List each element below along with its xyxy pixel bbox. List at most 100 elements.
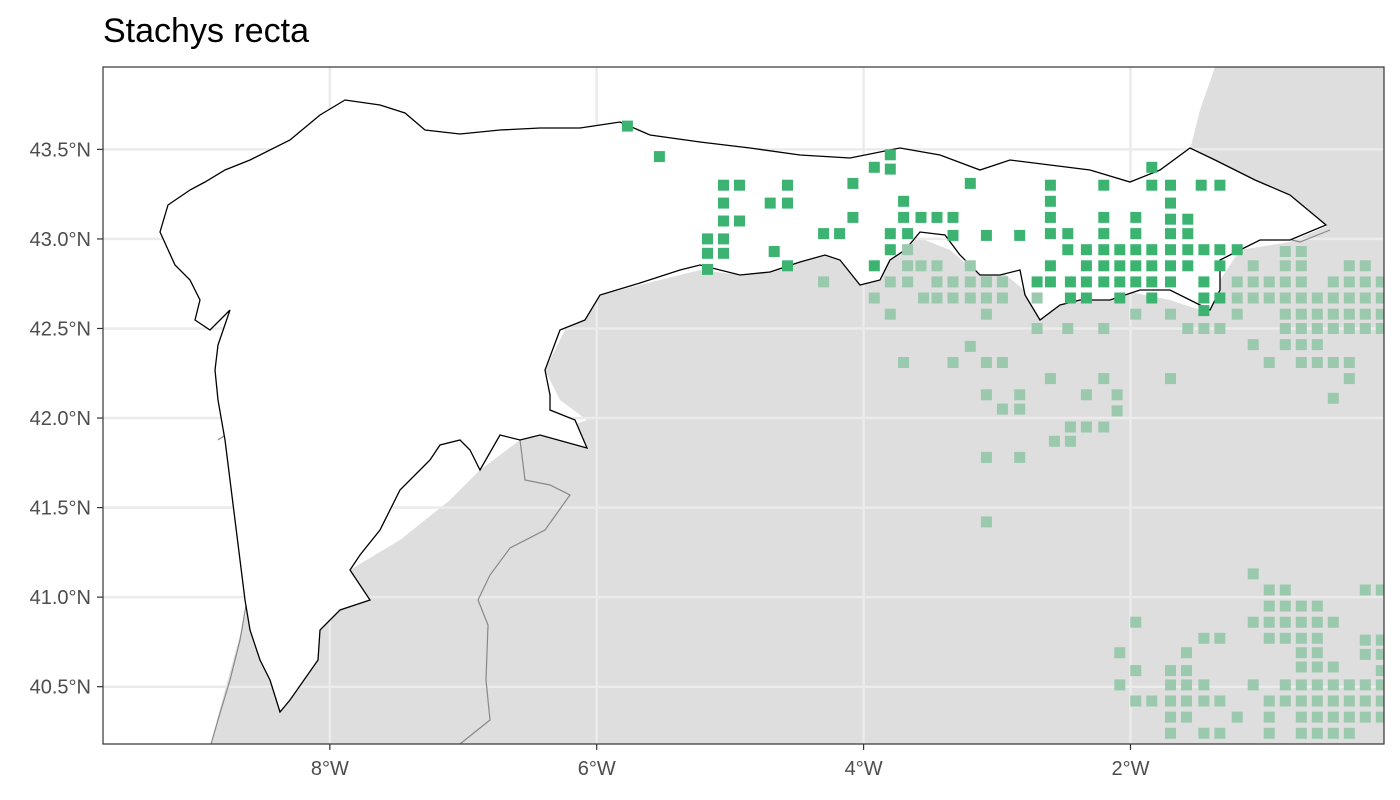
y-tick-label: 40.5°N <box>30 677 91 699</box>
occurrence-point-outside <box>931 260 943 272</box>
occurrence-point-inside <box>884 228 896 240</box>
occurrence-point-outside <box>1165 373 1176 385</box>
occurrence-point-inside <box>1098 276 1110 288</box>
occurrence-point-outside <box>996 292 1008 304</box>
occurrence-point-outside <box>1181 711 1192 723</box>
occurrence-point-inside <box>1114 260 1126 272</box>
occurrence-point-inside <box>834 228 846 240</box>
occurrence-point-inside <box>1214 244 1226 256</box>
occurrence-point-outside <box>1375 276 1384 288</box>
occurrence-point-outside <box>1214 727 1226 739</box>
occurrence-point-outside <box>1198 695 1210 707</box>
occurrence-point-inside <box>1098 179 1110 191</box>
occurrence-point-outside <box>1231 308 1243 320</box>
occurrence-point-inside <box>718 197 729 209</box>
occurrence-point-inside <box>1044 260 1056 272</box>
occurrence-point-outside <box>996 403 1008 415</box>
occurrence-point-inside <box>1182 213 1194 225</box>
occurrence-point-outside <box>1327 323 1339 334</box>
occurrence-point-inside <box>1146 244 1158 256</box>
occurrence-point-outside <box>1165 711 1176 723</box>
occurrence-point-inside <box>718 233 729 245</box>
y-tick-label: 42.0°N <box>30 408 91 430</box>
occurrence-point-outside <box>1359 308 1371 320</box>
occurrence-point-inside <box>947 229 959 241</box>
occurrence-point-outside <box>1375 711 1384 723</box>
occurrence-point-inside <box>1080 244 1092 256</box>
occurrence-point-outside <box>1279 260 1291 272</box>
occurrence-point-inside <box>1130 211 1142 223</box>
occurrence-point-outside <box>1295 632 1307 644</box>
occurrence-point-outside <box>1279 276 1291 288</box>
occurrence-point-inside <box>764 197 776 209</box>
occurrence-point-inside <box>1044 228 1056 240</box>
occurrence-point-outside <box>1343 276 1355 288</box>
occurrence-point-outside <box>1311 292 1323 304</box>
occurrence-point-inside <box>1165 244 1176 256</box>
occurrence-point-outside <box>980 451 992 463</box>
occurrence-point-inside <box>718 215 729 227</box>
occurrence-point-inside <box>702 247 713 259</box>
occurrence-point-outside <box>1359 679 1371 691</box>
occurrence-point-inside <box>1214 260 1226 272</box>
occurrence-point-outside <box>1247 260 1259 272</box>
occurrence-point-outside <box>1359 695 1371 707</box>
occurrence-point-outside <box>1048 435 1060 447</box>
occurrence-point-outside <box>1130 695 1142 707</box>
occurrence-point-outside <box>1247 339 1259 351</box>
occurrence-point-inside <box>1130 228 1142 240</box>
occurrence-point-outside <box>1198 632 1210 644</box>
occurrence-point-outside <box>1359 323 1371 334</box>
occurrence-point-outside <box>1343 292 1355 304</box>
occurrence-point-inside <box>980 229 992 241</box>
occurrence-point-outside <box>1295 260 1307 272</box>
occurrence-point-outside <box>964 276 976 288</box>
occurrence-point-outside <box>1279 584 1291 596</box>
occurrence-point-outside <box>1375 648 1384 660</box>
occurrence-point-inside <box>1182 228 1194 240</box>
occurrence-point-outside <box>1279 679 1291 691</box>
occurrence-point-outside <box>1263 616 1275 628</box>
occurrence-point-inside <box>1146 179 1158 191</box>
occurrence-point-outside <box>1130 616 1142 628</box>
occurrence-point-inside <box>1214 292 1226 304</box>
occurrence-point-inside <box>1214 179 1226 191</box>
occurrence-point-outside <box>931 292 943 304</box>
occurrence-point-outside <box>1311 339 1323 351</box>
map-panel-border <box>102 66 1385 745</box>
occurrence-point-inside <box>782 260 793 272</box>
occurrence-point-outside <box>1295 679 1307 691</box>
occurrence-point-inside <box>782 197 793 209</box>
occurrence-point-inside <box>847 177 859 189</box>
occurrence-point-outside <box>1359 292 1371 304</box>
occurrence-point-outside <box>1044 373 1056 385</box>
y-tick-label: 41.5°N <box>30 498 91 520</box>
occurrence-point-outside <box>1114 647 1126 659</box>
occurrence-point-inside <box>884 149 896 161</box>
occurrence-point-inside <box>621 120 633 132</box>
occurrence-point-outside <box>1311 632 1323 644</box>
occurrence-point-outside <box>898 357 910 368</box>
occurrence-point-outside <box>884 308 896 320</box>
occurrence-point-inside <box>915 211 927 223</box>
occurrence-point-outside <box>1327 695 1339 707</box>
occurrence-point-outside <box>1279 600 1291 612</box>
occurrence-point-outside <box>1165 679 1176 691</box>
occurrence-point-inside <box>1195 179 1207 191</box>
occurrence-point-inside <box>1165 260 1176 272</box>
occurrence-point-outside <box>1375 634 1384 646</box>
occurrence-point-outside <box>947 292 959 304</box>
occurrence-point-inside <box>1198 276 1210 288</box>
occurrence-point-outside <box>964 340 976 352</box>
occurrence-point-outside <box>1181 665 1192 677</box>
y-tick-label: 43.5°N <box>30 139 91 161</box>
occurrence-point-outside <box>980 276 992 288</box>
occurrence-point-outside <box>1311 661 1323 673</box>
occurrence-point-inside <box>1165 276 1176 288</box>
y-tick-label: 41.0°N <box>30 587 91 609</box>
occurrence-point-inside <box>768 246 780 257</box>
occurrence-point-outside <box>980 357 992 368</box>
occurrence-point-outside <box>1279 339 1291 351</box>
occurrence-point-outside <box>1263 584 1275 596</box>
occurrence-point-outside <box>1098 373 1110 385</box>
